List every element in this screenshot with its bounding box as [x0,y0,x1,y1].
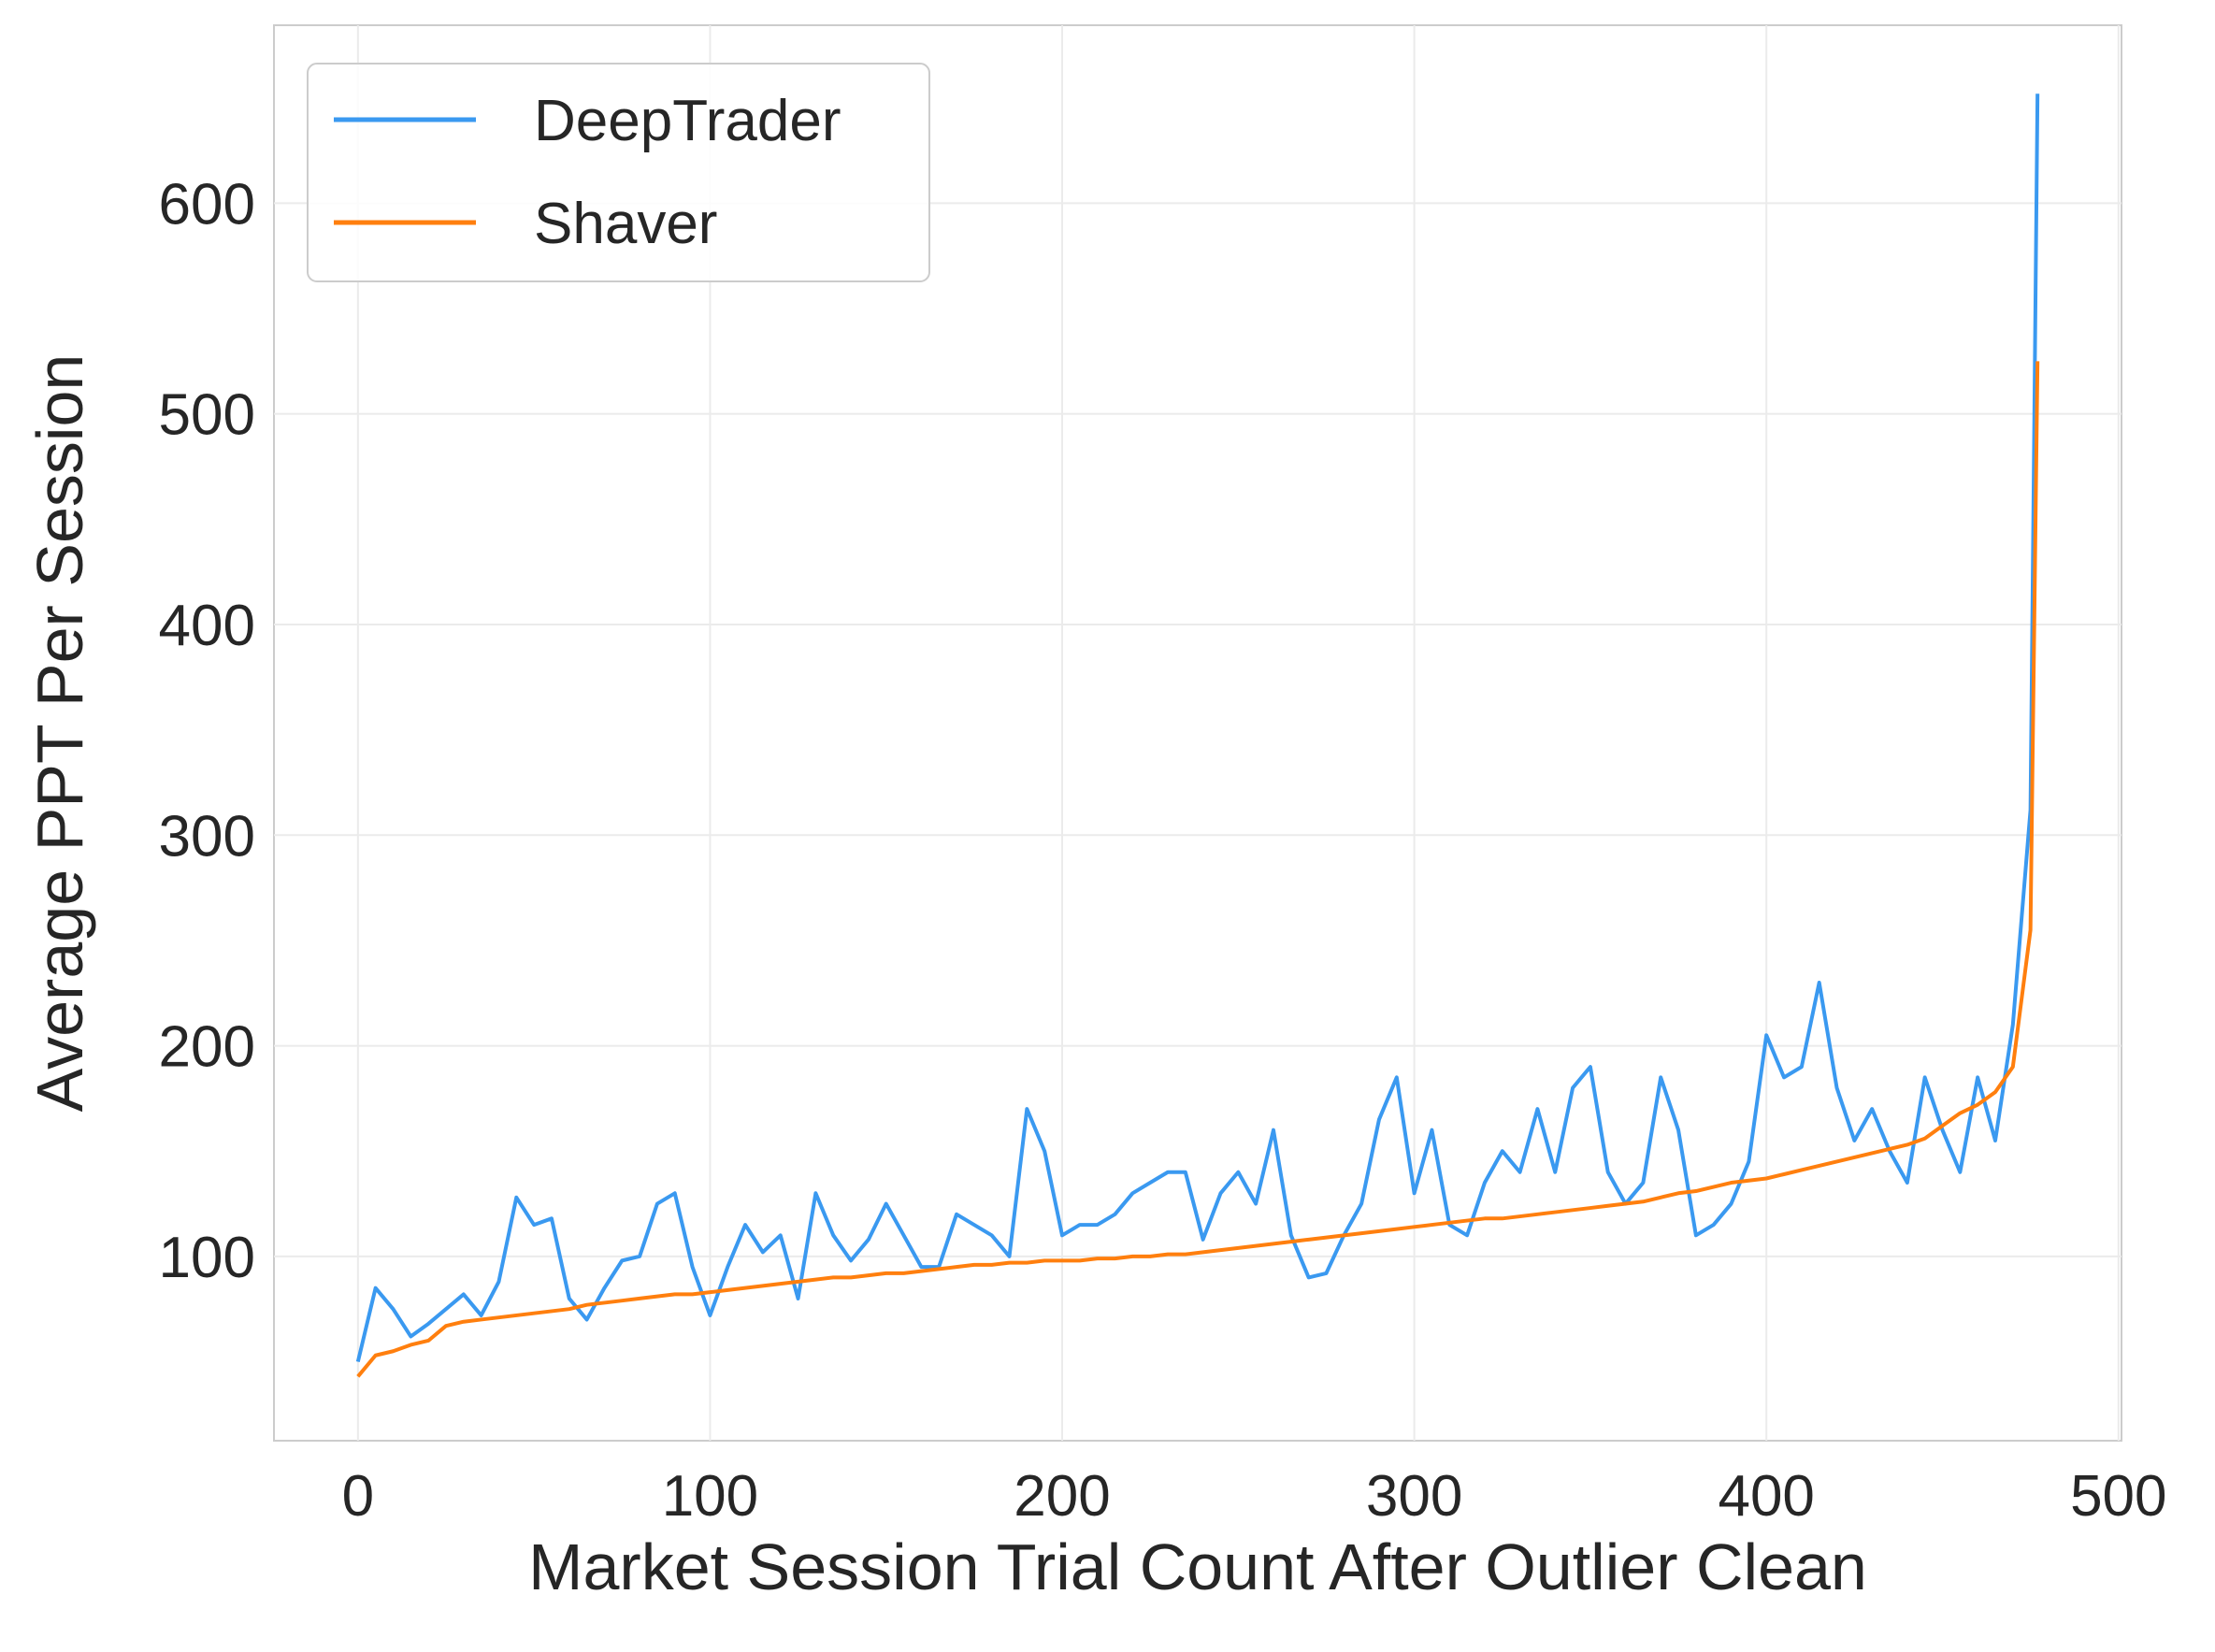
x-tick-label: 0 [342,1464,374,1529]
x-tick-label: 400 [1718,1464,1814,1529]
line-series [356,361,2040,1378]
x-axis-label: Market Session Trial Count After Outlier… [528,1530,1867,1603]
y-tick-label: 100 [159,1226,255,1290]
y-tick-label: 600 [159,172,255,237]
x-tick-label: 100 [662,1464,758,1529]
legend: DeepTrader Shaver [307,63,930,282]
y-tick-label: 400 [159,594,255,658]
y-axis-label: Average PPT Per Session [23,354,96,1113]
x-tick-label: 200 [1014,1464,1110,1529]
legend-label: DeepTrader [534,89,841,153]
x-tick-label: 300 [1366,1464,1462,1529]
y-tick-label: 200 [159,1015,255,1080]
y-tick-label: 300 [159,804,255,869]
x-tick-label: 500 [2070,1464,2166,1529]
line-series [355,93,2040,1362]
y-tick-label: 500 [159,383,255,448]
legend-label: Shaver [534,192,717,256]
